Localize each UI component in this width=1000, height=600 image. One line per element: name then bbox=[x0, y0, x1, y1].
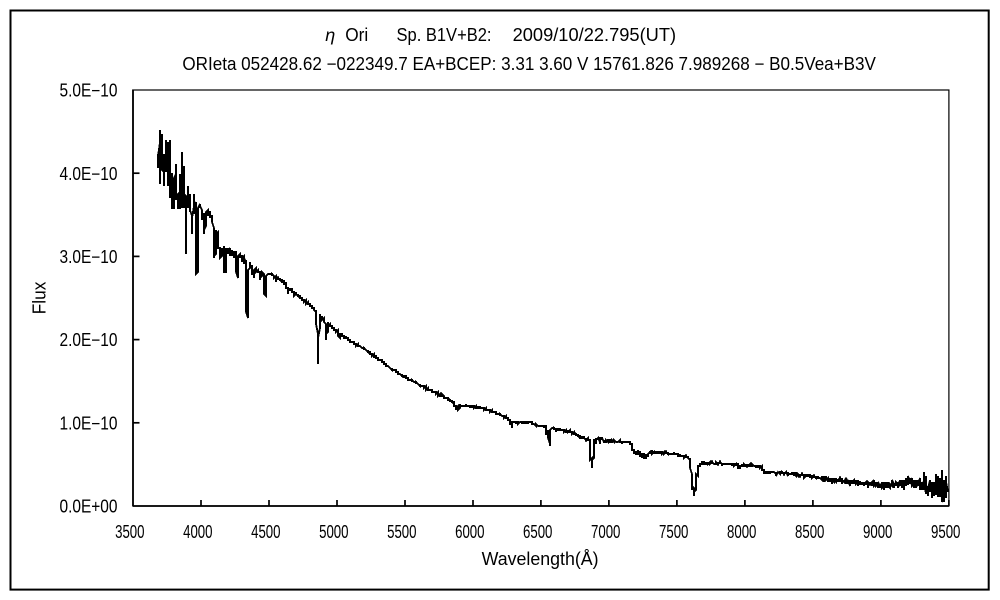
svg-text:4500: 4500 bbox=[251, 522, 280, 542]
svg-text:3500: 3500 bbox=[115, 522, 144, 542]
svg-text:2009/10/22.795(UT): 2009/10/22.795(UT) bbox=[513, 25, 677, 45]
svg-text:8500: 8500 bbox=[795, 522, 824, 542]
svg-text:Wavelength(Å): Wavelength(Å) bbox=[482, 549, 599, 569]
svg-text:2.0E−10: 2.0E−10 bbox=[60, 330, 118, 350]
svg-text:4000: 4000 bbox=[183, 522, 212, 542]
svg-text:3.0E−10: 3.0E−10 bbox=[60, 247, 118, 267]
svg-text:9500: 9500 bbox=[931, 522, 960, 542]
svg-text:8000: 8000 bbox=[727, 522, 756, 542]
svg-text:9000: 9000 bbox=[863, 522, 892, 542]
svg-text:η: η bbox=[325, 25, 335, 45]
svg-text:5000: 5000 bbox=[319, 522, 348, 542]
svg-text:5500: 5500 bbox=[387, 522, 416, 542]
svg-text:Flux: Flux bbox=[30, 282, 50, 315]
svg-text:5.0E−10: 5.0E−10 bbox=[60, 81, 118, 101]
svg-text:7500: 7500 bbox=[659, 522, 688, 542]
svg-text:1.0E−10: 1.0E−10 bbox=[60, 413, 118, 433]
svg-text:Sp. B1V+B2:: Sp. B1V+B2: bbox=[397, 25, 492, 45]
svg-text:4.0E−10: 4.0E−10 bbox=[60, 164, 118, 184]
svg-text:6500: 6500 bbox=[523, 522, 552, 542]
svg-text:6000: 6000 bbox=[455, 522, 484, 542]
svg-text:Ori: Ori bbox=[345, 25, 368, 45]
svg-text:0.0E+00: 0.0E+00 bbox=[60, 497, 118, 517]
svg-text:7000: 7000 bbox=[591, 522, 620, 542]
svg-text:ORIeta 052428.62 −022349.7 EA+: ORIeta 052428.62 −022349.7 EA+BCEP: 3.31… bbox=[182, 54, 876, 74]
